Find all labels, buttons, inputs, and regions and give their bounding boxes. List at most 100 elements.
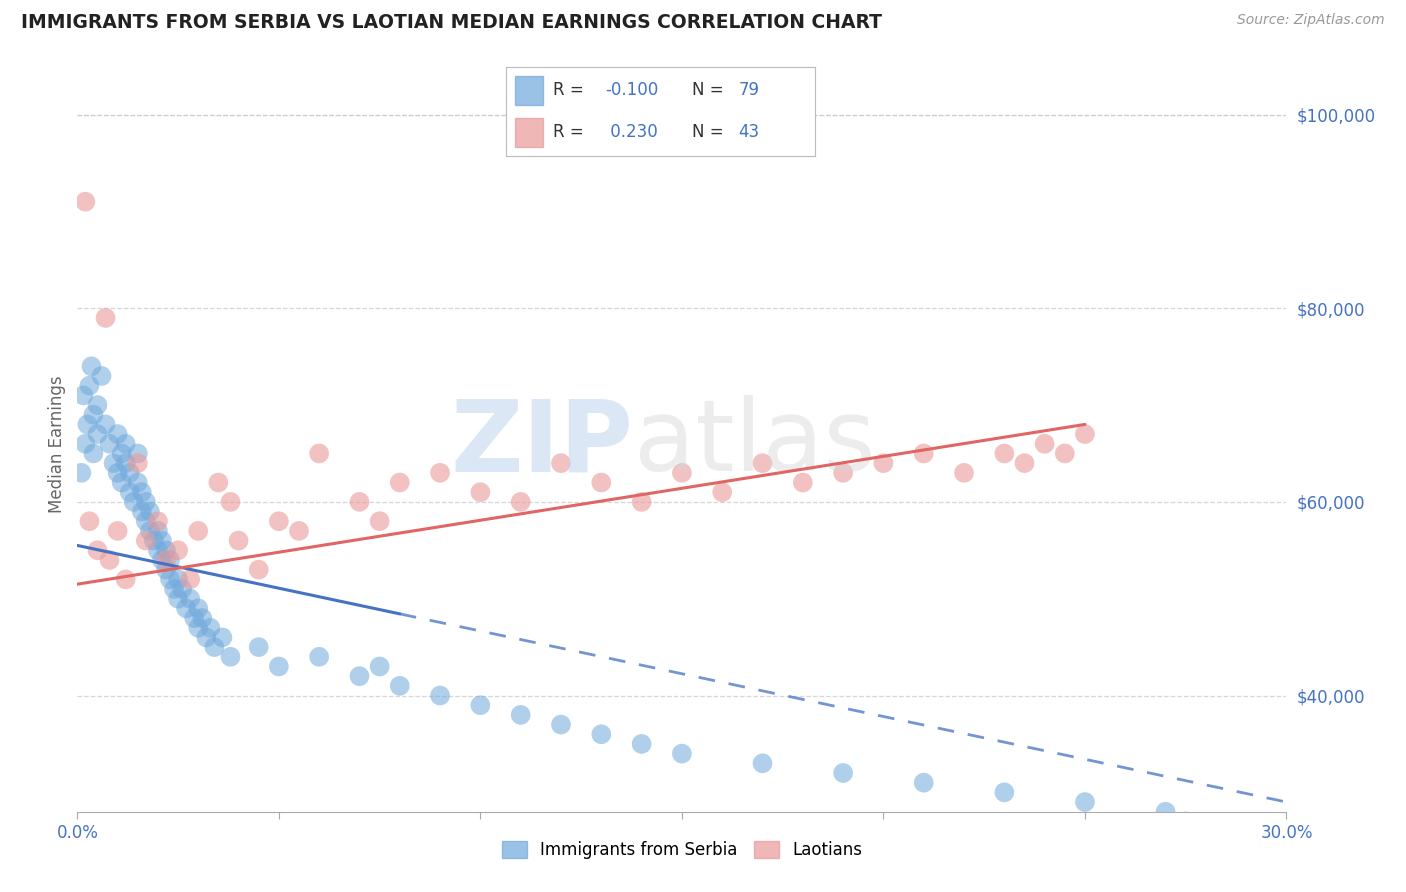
Point [832, 466, 855, 480]
Point [142, 533, 165, 548]
Point [1195, 834, 1218, 848]
Text: ZIP: ZIP [451, 395, 634, 492]
Point [711, 485, 734, 500]
Point [288, 524, 311, 538]
Point [1053, 446, 1076, 460]
Point [174, 601, 197, 615]
Point [86, 543, 108, 558]
Point [179, 591, 201, 606]
Point [751, 456, 773, 470]
Point [671, 747, 693, 761]
Point [98, 436, 121, 450]
Point [308, 446, 330, 460]
Point [86, 427, 108, 442]
Point [187, 524, 209, 538]
Point [912, 446, 935, 460]
Point [72, 388, 94, 402]
Text: R =: R = [553, 81, 583, 99]
Point [1074, 795, 1097, 809]
Point [183, 611, 205, 625]
Point [1154, 805, 1177, 819]
Point [207, 475, 229, 490]
Point [630, 737, 652, 751]
Point [139, 524, 162, 538]
Point [86, 398, 108, 412]
Point [146, 514, 169, 528]
Point [993, 785, 1015, 799]
Point [118, 466, 141, 480]
Point [76, 417, 98, 432]
Point [107, 427, 129, 442]
Point [1174, 814, 1197, 829]
Point [146, 524, 169, 538]
Point [550, 456, 572, 470]
Point [159, 553, 181, 567]
Point [591, 727, 613, 741]
Point [75, 436, 97, 450]
Point [1074, 427, 1097, 442]
Point [111, 475, 134, 490]
Point [75, 194, 97, 209]
Y-axis label: Median Earnings: Median Earnings [48, 375, 66, 513]
Point [200, 621, 222, 635]
Text: 0.230: 0.230 [605, 123, 658, 141]
Point [167, 572, 190, 586]
Text: atlas: atlas [634, 395, 875, 492]
Point [94, 310, 117, 325]
Point [70, 466, 93, 480]
Point [79, 514, 101, 528]
Point [107, 466, 129, 480]
Text: N =: N = [692, 81, 723, 99]
Point [267, 659, 290, 673]
Point [135, 495, 157, 509]
Point [155, 553, 177, 567]
Point [131, 504, 153, 518]
Point [163, 582, 186, 596]
Point [953, 466, 976, 480]
Point [509, 707, 531, 722]
Point [751, 756, 773, 771]
Point [202, 640, 225, 654]
Point [187, 621, 209, 635]
Point [98, 553, 121, 567]
Point [167, 591, 190, 606]
Point [155, 543, 177, 558]
Point [79, 378, 101, 392]
Point [1014, 456, 1036, 470]
Point [1033, 436, 1056, 450]
Point [82, 446, 104, 460]
Point [792, 475, 814, 490]
Bar [516, 118, 543, 147]
Point [82, 408, 104, 422]
Point [470, 698, 492, 713]
Point [630, 495, 652, 509]
Point [368, 659, 391, 673]
Point [470, 485, 492, 500]
Point [103, 456, 125, 470]
Point [146, 543, 169, 558]
Point [349, 495, 371, 509]
Point [550, 717, 572, 731]
Bar [516, 76, 543, 105]
Point [94, 417, 117, 432]
Point [167, 543, 190, 558]
Point [267, 514, 290, 528]
Point [211, 631, 233, 645]
Point [191, 611, 214, 625]
Legend: Immigrants from Serbia, Laotians: Immigrants from Serbia, Laotians [495, 834, 869, 866]
Point [135, 533, 157, 548]
Point [219, 649, 242, 664]
Point [671, 466, 693, 480]
Point [509, 495, 531, 509]
Point [114, 572, 136, 586]
Point [993, 446, 1015, 460]
Point [872, 456, 894, 470]
Point [195, 631, 218, 645]
Point [111, 446, 134, 460]
Point [80, 359, 103, 374]
Text: R =: R = [553, 123, 583, 141]
Point [127, 446, 149, 460]
Point [114, 436, 136, 450]
Point [135, 514, 157, 528]
Point [1256, 853, 1278, 867]
